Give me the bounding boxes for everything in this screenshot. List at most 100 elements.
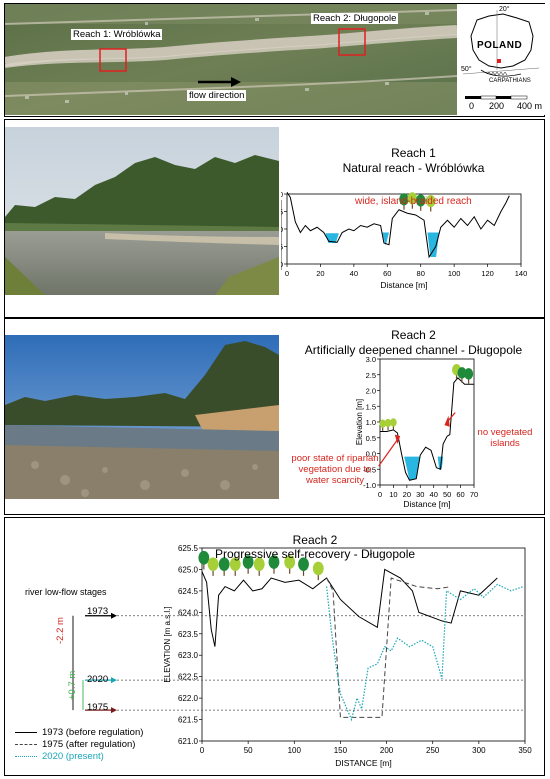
d-series-1975: [326, 577, 452, 718]
c-tree-icon: [464, 368, 474, 380]
d-ytick-label: 621.5: [178, 716, 199, 725]
d-legend-item-1975: 1975 (after regulation): [15, 738, 143, 750]
d-tree-icon: [229, 557, 241, 572]
c-annot-left-line: vegetation due to: [298, 464, 372, 475]
b-xtick-label: 120: [481, 269, 494, 278]
c-annot-left-line: water scarcity: [305, 475, 365, 486]
b-ytick-label: 1.0: [281, 190, 283, 199]
d-xtick-label: 150: [334, 746, 348, 755]
d-tree-icon: [298, 557, 309, 572]
poland-locator-map: [459, 4, 545, 115]
c-arrow-left: [378, 437, 400, 467]
d-xtick-label: 350: [518, 746, 532, 755]
b-xtick-label: 100: [448, 269, 461, 278]
reach1-photo: [5, 127, 279, 295]
map-range-label: CARPATHIANS: [489, 78, 531, 84]
d-tree-icon: [268, 555, 280, 569]
b-xtick-label: 0: [285, 269, 289, 278]
c-profile-line: [380, 377, 474, 481]
d-xtick-label: 200: [380, 746, 394, 755]
c-ytick-label: 2.5: [366, 371, 376, 380]
d-stage-2020: 2020: [87, 674, 109, 685]
d-tree-icon: [242, 555, 254, 569]
reach1-label: Reach 1: Wróblówka: [71, 29, 163, 40]
b-title-1: Reach 1: [391, 146, 436, 160]
d-legend-swatch-1975: [15, 743, 37, 745]
flow-direction-label: flow direction: [187, 90, 247, 101]
c-water-0: [404, 456, 421, 481]
b-tree-icon: [415, 194, 426, 207]
d-plot-frame: [201, 547, 526, 742]
d-ytick-label: 623.5: [178, 630, 199, 639]
d-stage-arrowhead-2020: [111, 677, 117, 684]
d-stage-arrowhead-1975: [111, 707, 117, 714]
d-ytick-label: 624.0: [178, 608, 199, 617]
c-ytick-label: -0.5: [363, 465, 376, 474]
panel-b: 1.0 0.5 0.0 -0.5 -1.00 20 40 60 80 100 120 140 Dista…: [4, 119, 545, 318]
c-ytick-label: -1.0: [363, 481, 376, 490]
scale-tick-0: 0: [469, 101, 475, 111]
c-ytick-label: 2.0: [366, 387, 376, 396]
b-ytick-label: 0.0: [281, 225, 283, 234]
c-ytick-label: 1.5: [366, 402, 376, 411]
d-ytick-label: 622.5: [178, 673, 199, 682]
d-xlabel: DISTANCE [m]: [335, 758, 392, 768]
d-diff-green: +0.7 m: [67, 670, 78, 700]
d-ytick-label: 622.0: [178, 694, 199, 703]
c-xtick-label: 60: [456, 490, 464, 499]
c-xtick-label: 70: [470, 490, 478, 499]
b-xtick-label: 60: [383, 269, 391, 278]
c-xtick-label: 20: [403, 490, 411, 499]
reach2-photo: [5, 335, 279, 499]
d-ytick-label: 625.0: [178, 565, 199, 574]
d-legend-item-2020: 2020 (present): [15, 750, 143, 762]
c-xlabel: Distance [m]: [403, 499, 450, 509]
d-legend-swatch-1973: [15, 731, 37, 733]
c-arrow-right-head: [444, 415, 450, 427]
b-xlabel: Distance [m]: [380, 280, 427, 290]
c-ytick-label: 0.0: [366, 450, 376, 459]
b-xtick-label: 80: [417, 269, 425, 278]
d-tree-icon: [218, 557, 230, 572]
panel-a: A Reach 1: Wróblówka Reach 2: Długopole …: [4, 3, 545, 117]
c-ytick-label: 3.0: [366, 355, 376, 364]
c-annot-right: no vegetated islands: [475, 427, 535, 449]
d-ytick-label: 624.5: [178, 587, 199, 596]
d-title-1: Reach 2: [292, 533, 338, 547]
d-stages-title: river low-flow stages: [25, 587, 107, 597]
b-water-1: [382, 232, 389, 245]
b-annotation: wide, island-braided reach: [355, 196, 472, 207]
d-tree-icon: [253, 557, 265, 572]
scale-tick-200: 200: [489, 101, 505, 111]
c-annot-right-line: no vegetated: [477, 427, 533, 438]
d-stage-1973: 1973: [87, 606, 109, 617]
c-ylabel: Elevation [m]: [355, 399, 364, 445]
d-tree-icon: [207, 557, 219, 572]
b-tree-icon: [407, 192, 418, 205]
c-annot-left: poor state of riparian vegetation due to…: [286, 453, 384, 486]
c-tree-icon: [457, 367, 467, 379]
b-ytick-label: 0.5: [281, 208, 283, 217]
d-xtick-label: 100: [288, 746, 302, 755]
d-title-2: Progressive self-recovery - Długopole: [214, 547, 416, 561]
c-ytick-label: 0.5: [366, 434, 376, 443]
d-tree-icon: [198, 550, 210, 565]
c-plot: 3.0 2.5 2.0 1.5 1.0 0.5 0.0 -0.5 -1.00 10 20 30 40 50…: [355, 355, 478, 509]
map-country-label: POLAND: [477, 40, 523, 51]
d-legend-label: 2020 (present): [42, 750, 104, 762]
d-legend-label: 1975 (after regulation): [42, 738, 136, 750]
c-xtick-label: 10: [389, 490, 397, 499]
d-legend-item-1973: 1973 (before regulation): [15, 726, 143, 738]
c-annot-right-line: islands: [490, 438, 520, 449]
reach2-cross-section-chart: 3.0 2.5 2.0 1.5 1.0 0.5 0.0 -0.5 -1.00 10 20 30 40 50…: [355, 355, 478, 509]
scale-tick-400: 400 m: [517, 101, 543, 111]
reach2-recovery-chart: 625.5 625.0 624.5 624.0 623.5 623.0 622.5 622.0…: [72, 544, 532, 768]
b-tree-icon: [425, 195, 436, 208]
b-tree-icon: [399, 193, 409, 206]
b-xtick-label: 20: [316, 269, 324, 278]
d-diff-red: -2.2 m: [55, 617, 66, 644]
d-tree-icon: [312, 561, 324, 576]
c-ytick-label: 1.0: [366, 418, 376, 427]
d-xtick-label: 0: [200, 746, 205, 755]
c-title-1: Reach 2: [391, 328, 436, 342]
